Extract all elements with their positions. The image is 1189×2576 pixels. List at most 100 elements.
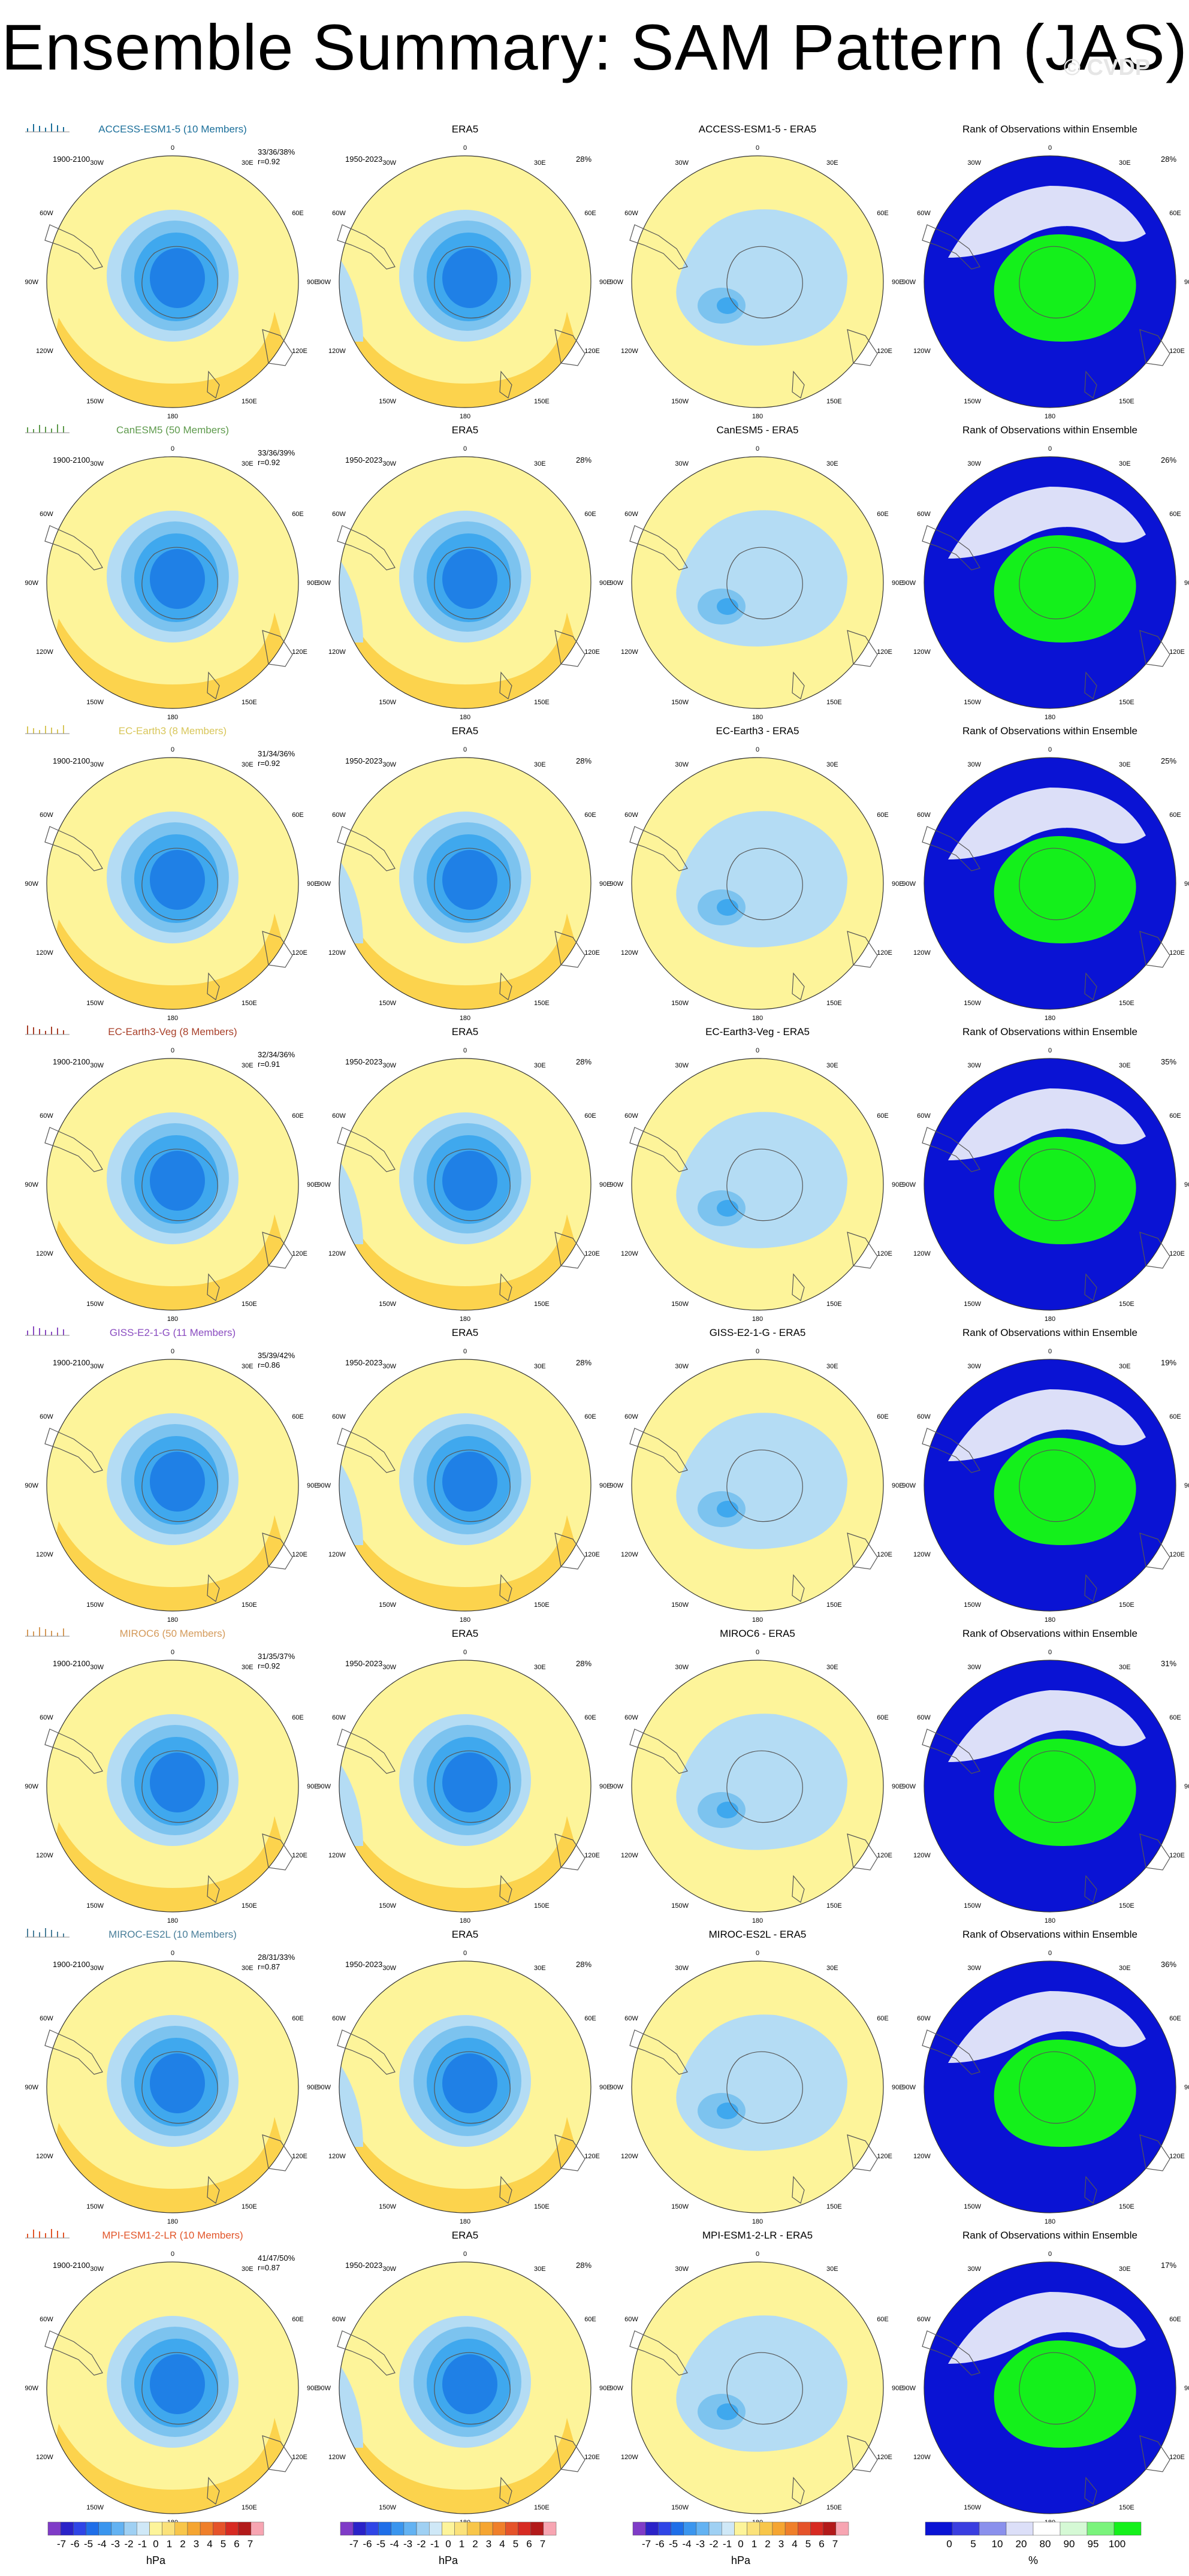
longitude-label: 60W (332, 2015, 346, 2022)
map-border (339, 1660, 592, 1913)
south-america-coast (629, 1428, 688, 1473)
rank-map: 0 30E 60E 90E 120E 150E 180 150W 120W 90W 60W 30W (902, 1950, 1189, 2225)
rankbar-swatch (1006, 2521, 1034, 2536)
positive-ring (53, 2117, 286, 2213)
longitude-label: 90W (609, 2084, 623, 2091)
era-title: ERA5 (451, 1026, 479, 1037)
longitude-label: 30W (967, 1363, 981, 1370)
new-zealand-coast (207, 671, 220, 699)
colorbar-swatches: -7 -6 -5 -4 -3 -2 -1 0 1 2 3 4 5 6 7 (340, 2521, 557, 2550)
longitude-label: 30E (534, 460, 546, 467)
longitude-label: 0 (756, 2251, 759, 2258)
negative-core (150, 1752, 205, 1812)
model-period: 1900-2100 (53, 1960, 90, 1969)
positive-ring (345, 1816, 579, 1912)
longitude-label: 60E (877, 511, 889, 518)
longitude-label: 180 (752, 714, 763, 721)
longitude-label: 150W (964, 1000, 981, 1007)
south-america-coast (337, 1428, 396, 1473)
longitude-label: 150W (379, 2203, 396, 2210)
rank-panel: 0 30E 60E 90E 120E 150E 180 150W 120W 90W 60W 30W Ra… (901, 421, 1189, 722)
colorbar-tick-label: 1 (459, 2538, 464, 2550)
negative-core (150, 2354, 205, 2414)
rankbar-swatch (952, 2521, 980, 2536)
longitude-label: 90W (25, 1181, 38, 1189)
rank-title: Rank of Observations within Ensemble (962, 1929, 1137, 1940)
south-america-coast (44, 2029, 103, 2075)
longitude-label: 90E (1184, 2385, 1189, 2392)
longitude-label: 30W (675, 2266, 689, 2273)
colorbar-swatch (162, 2521, 176, 2536)
australia-coast (1139, 329, 1170, 366)
longitude-label: 30E (826, 460, 838, 467)
diff-title: MPI-ESM1-2-LR - ERA5 (702, 2230, 813, 2241)
longitude-label: 90E (1184, 1482, 1189, 1489)
era-panel: 0 30E 60E 90E 120E 150E 180 150W 120W 90W 60W 30W ER… (316, 120, 614, 421)
positive-ring (345, 1515, 579, 1611)
map-border (924, 2261, 1176, 2514)
rank-field-mid (948, 1991, 1146, 2063)
colorbar-swatch (60, 2521, 74, 2536)
map-border (46, 1359, 299, 1612)
era-panel: 0 30E 60E 90E 120E 150E 180 150W 120W 90W 60W 30W ER… (316, 1323, 614, 1624)
australia-coast (1139, 1533, 1170, 1570)
longitude-label: 120E (584, 2454, 600, 2461)
rank-field-high (994, 1739, 1136, 1846)
longitude-label: 60E (584, 511, 596, 518)
longitude-label: 150W (671, 699, 689, 706)
longitude-label: 150E (826, 2203, 842, 2210)
map-border (631, 155, 884, 408)
pressure-colorbar-2: -7 -6 -5 -4 -3 -2 -1 0 1 2 3 4 5 6 7 hPa (328, 2517, 568, 2566)
longitude-label: 120W (913, 2153, 931, 2160)
antarctica-outline (1019, 1148, 1096, 1221)
longitude-label: 90W (317, 2385, 331, 2392)
longitude-label: 90W (609, 1783, 623, 1790)
map-border (924, 1359, 1176, 1612)
longitude-label: 30E (1119, 2266, 1131, 2273)
longitude-label: 90W (25, 2084, 38, 2091)
longitude-label: 30E (534, 1062, 546, 1069)
pattern-correlation: r=0.92 (258, 157, 280, 166)
model-stats: 32/34/36% r=0.91 (258, 1050, 295, 1069)
australia-coast (847, 630, 878, 667)
era-title: ERA5 (451, 123, 479, 135)
longitude-label: 30W (967, 159, 981, 167)
antarctica-outline (141, 246, 218, 319)
longitude-label: 0 (756, 1950, 759, 1957)
era-period: 1950-2023 (345, 155, 383, 164)
antarctica-outline (434, 2051, 511, 2124)
rank-title: Rank of Observations within Ensemble (962, 725, 1137, 737)
antarctica-outline (726, 847, 803, 921)
longitude-label: 60W (40, 1413, 53, 1420)
longitude-label: 120W (328, 949, 346, 957)
rank-percent: 31% (1161, 1659, 1177, 1668)
south-america-coast (337, 2029, 396, 2075)
australia-coast (1139, 931, 1170, 968)
colorbar-tick-label: 3 (486, 2538, 491, 2550)
longitude-label: 120E (584, 1551, 600, 1558)
coastline (922, 525, 1170, 699)
new-zealand-coast (792, 2477, 805, 2505)
era-panel: 0 30E 60E 90E 120E 150E 180 150W 120W 90W 60W 30W ER… (316, 1022, 614, 1323)
rank-panel: 0 30E 60E 90E 120E 150E 180 150W 120W 90W 60W 30W Ra… (901, 120, 1189, 421)
colorbar-swatch (505, 2521, 518, 2536)
pattern-stats: 33/36/39% (258, 448, 295, 457)
era-title: ERA5 (451, 725, 479, 737)
longitude-label: 0 (1048, 445, 1052, 453)
map-border (339, 757, 592, 1010)
rank-field-high (994, 2040, 1136, 2147)
longitude-label: 60E (292, 511, 304, 518)
longitude-label: 30E (826, 1965, 838, 1972)
longitude-label: 180 (1045, 1015, 1055, 1022)
colorbar-tick-label: -3 (111, 2538, 120, 2550)
australia-coast (554, 1232, 586, 1269)
longitude-label: 150E (242, 2203, 257, 2210)
coastline (629, 2029, 878, 2204)
longitude-label: 60W (40, 210, 53, 217)
longitude-label: 150E (534, 699, 550, 706)
rankbar-tick-label: 0 (946, 2538, 952, 2550)
coastline (629, 1428, 878, 1602)
antarctica-outline (141, 2352, 218, 2425)
longitude-label: 90E (599, 580, 611, 587)
south-america-coast (922, 826, 980, 871)
